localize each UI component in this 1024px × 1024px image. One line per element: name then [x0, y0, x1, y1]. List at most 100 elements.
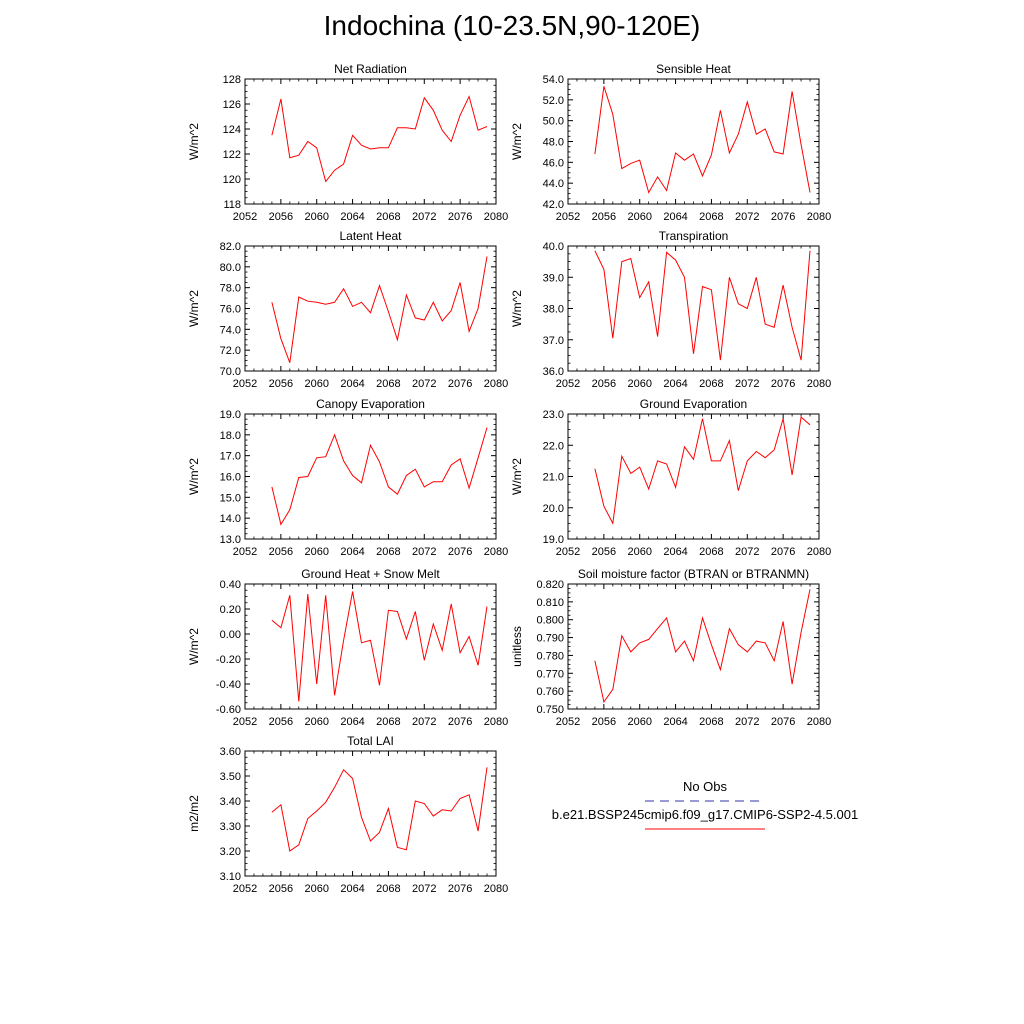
- page-title: Indochina (10-23.5N,90-120E): [323, 10, 701, 41]
- panel-8-xtick-label: 2056: [592, 716, 616, 728]
- panel-6-xtick-label: 2064: [663, 546, 687, 558]
- panel-7-xtick-label: 2068: [376, 716, 400, 728]
- panel-3-ytick-label: 72.0: [220, 345, 241, 357]
- panel-8-ytick-label: 0.810: [536, 597, 564, 609]
- panel-4-xtick-label: 2064: [663, 378, 687, 390]
- panel-9-xtick-label: 2072: [412, 883, 436, 895]
- panel-4-ytick-label: 37.0: [543, 335, 564, 347]
- panel-5-ylabel: W/m^2: [187, 458, 201, 495]
- panel-2-frame: [567, 78, 820, 205]
- panel-7-xtick-label: 2056: [269, 716, 293, 728]
- panel-6-ylabel: W/m^2: [510, 458, 524, 495]
- panel-8-ytick-label: 0.800: [536, 615, 564, 627]
- panel-4-xtick-label: 2052: [556, 378, 580, 390]
- panel-6-xtick-label: 2080: [807, 546, 831, 558]
- panel-7-ytick-label: -0.60: [216, 704, 241, 716]
- panel-2-ylabel: W/m^2: [510, 123, 524, 160]
- panel-4-ytick-label: 38.0: [543, 304, 564, 316]
- panel-1-frame: [244, 78, 497, 205]
- panel-2-ytick-label: 50.0: [543, 116, 564, 128]
- panel-3-ytick-label: 80.0: [220, 262, 241, 274]
- panel-7-frame: [244, 583, 497, 710]
- panel-1-xtick-label: 2080: [484, 211, 508, 223]
- panel-6-xtick-label: 2056: [592, 546, 616, 558]
- panel-7-title: Ground Heat + Snow Melt: [301, 567, 440, 581]
- panel-7-ylabel: W/m^2: [187, 628, 201, 665]
- panel-5-frame: [244, 413, 497, 540]
- panel-1-ylabel: W/m^2: [187, 123, 201, 160]
- panel-7-ytick-label: 0.20: [220, 604, 241, 616]
- panel-8-ytick-label: 0.760: [536, 686, 564, 698]
- panel-5-ytick-label: 19.0: [220, 409, 241, 421]
- panel-3-xtick-label: 2060: [304, 378, 328, 390]
- panel-7-series-line: [271, 591, 488, 702]
- panel-7-xtick-label: 2076: [448, 716, 472, 728]
- panel-5-xtick-label: 2064: [340, 546, 364, 558]
- panel-8-ytick-label: 0.780: [536, 650, 564, 662]
- panel-8-series-line: [594, 589, 811, 704]
- panel-9-ytick-label: 3.30: [220, 821, 241, 833]
- panel-5-ytick-label: 17.0: [220, 451, 241, 463]
- panel-1-title: Net Radiation: [334, 62, 407, 76]
- panel-9-ytick-label: 3.40: [220, 796, 241, 808]
- panel-2-xtick-label: 2068: [699, 211, 723, 223]
- panel-2-ytick-label: 42.0: [543, 199, 564, 211]
- panel-2-ytick-label: 52.0: [543, 95, 564, 107]
- panel-5-xtick-label: 2060: [304, 546, 328, 558]
- panel-4-xtick-label: 2068: [699, 378, 723, 390]
- panel-8-frame: [567, 583, 820, 710]
- panel-6-xtick-label: 2076: [771, 546, 795, 558]
- panel-2-xtick-label: 2076: [771, 211, 795, 223]
- panel-4-xtick-label: 2072: [735, 378, 759, 390]
- panel-7-xtick-label: 2052: [233, 716, 257, 728]
- panel-6-xtick-label: 2060: [627, 546, 651, 558]
- panel-4-xtick-label: 2076: [771, 378, 795, 390]
- panel-9-ylabel: m2/m2: [187, 795, 201, 832]
- panel-5-xtick-label: 2072: [412, 546, 436, 558]
- panel-4-series-line: [594, 250, 811, 361]
- panel-6-xtick-label: 2068: [699, 546, 723, 558]
- panel-2-xtick-label: 2080: [807, 211, 831, 223]
- panel-4-xtick-label: 2056: [592, 378, 616, 390]
- panel-5-ytick-label: 13.0: [220, 534, 241, 546]
- panel-1-xtick-label: 2060: [304, 211, 328, 223]
- panel-6-ytick-label: 20.0: [543, 503, 564, 515]
- panel-5-ytick-label: 14.0: [220, 513, 241, 525]
- panel-9-title: Total LAI: [347, 734, 394, 748]
- panel-6-ytick-label: 21.0: [543, 472, 564, 484]
- panel-1-xtick-label: 2064: [340, 211, 364, 223]
- panel-8-ylabel: unitless: [510, 626, 524, 667]
- panel-9-xtick-label: 2060: [304, 883, 328, 895]
- panel-4-ytick-label: 40.0: [543, 241, 564, 253]
- panel-3-ytick-label: 78.0: [220, 283, 241, 295]
- panel-5-xtick-label: 2068: [376, 546, 400, 558]
- panel-2-xtick-label: 2052: [556, 211, 580, 223]
- panel-1-ytick-label: 118: [223, 199, 241, 211]
- panel-1-ytick-label: 124: [223, 124, 241, 136]
- panel-3-xtick-label: 2072: [412, 378, 436, 390]
- panel-3-title: Latent Heat: [339, 229, 402, 243]
- panel-9-xtick-label: 2052: [233, 883, 257, 895]
- panel-6-frame: [567, 413, 820, 540]
- panel-7-ytick-label: 0.40: [220, 579, 241, 591]
- panel-8-xtick-label: 2064: [663, 716, 687, 728]
- panel-4-title: Transpiration: [659, 229, 729, 243]
- panel-3-xtick-label: 2068: [376, 378, 400, 390]
- panel-3-ytick-label: 74.0: [220, 324, 241, 336]
- panel-9-xtick-label: 2056: [269, 883, 293, 895]
- panel-9-xtick-label: 2080: [484, 883, 508, 895]
- panel-8-xtick-label: 2052: [556, 716, 580, 728]
- panel-2-ytick-label: 48.0: [543, 137, 564, 149]
- panel-2-xtick-label: 2060: [627, 211, 651, 223]
- panel-1-ytick-label: 126: [223, 99, 241, 111]
- panel-5-ytick-label: 18.0: [220, 430, 241, 442]
- panel-1-xtick-label: 2056: [269, 211, 293, 223]
- panel-3-xtick-label: 2076: [448, 378, 472, 390]
- panel-9-ytick-label: 3.50: [220, 771, 241, 783]
- panel-1-ytick-label: 120: [223, 174, 241, 186]
- panel-8-xtick-label: 2076: [771, 716, 795, 728]
- panel-9-ytick-label: 3.20: [220, 846, 241, 858]
- panel-6-series-line: [594, 416, 811, 526]
- panel-2-xtick-label: 2072: [735, 211, 759, 223]
